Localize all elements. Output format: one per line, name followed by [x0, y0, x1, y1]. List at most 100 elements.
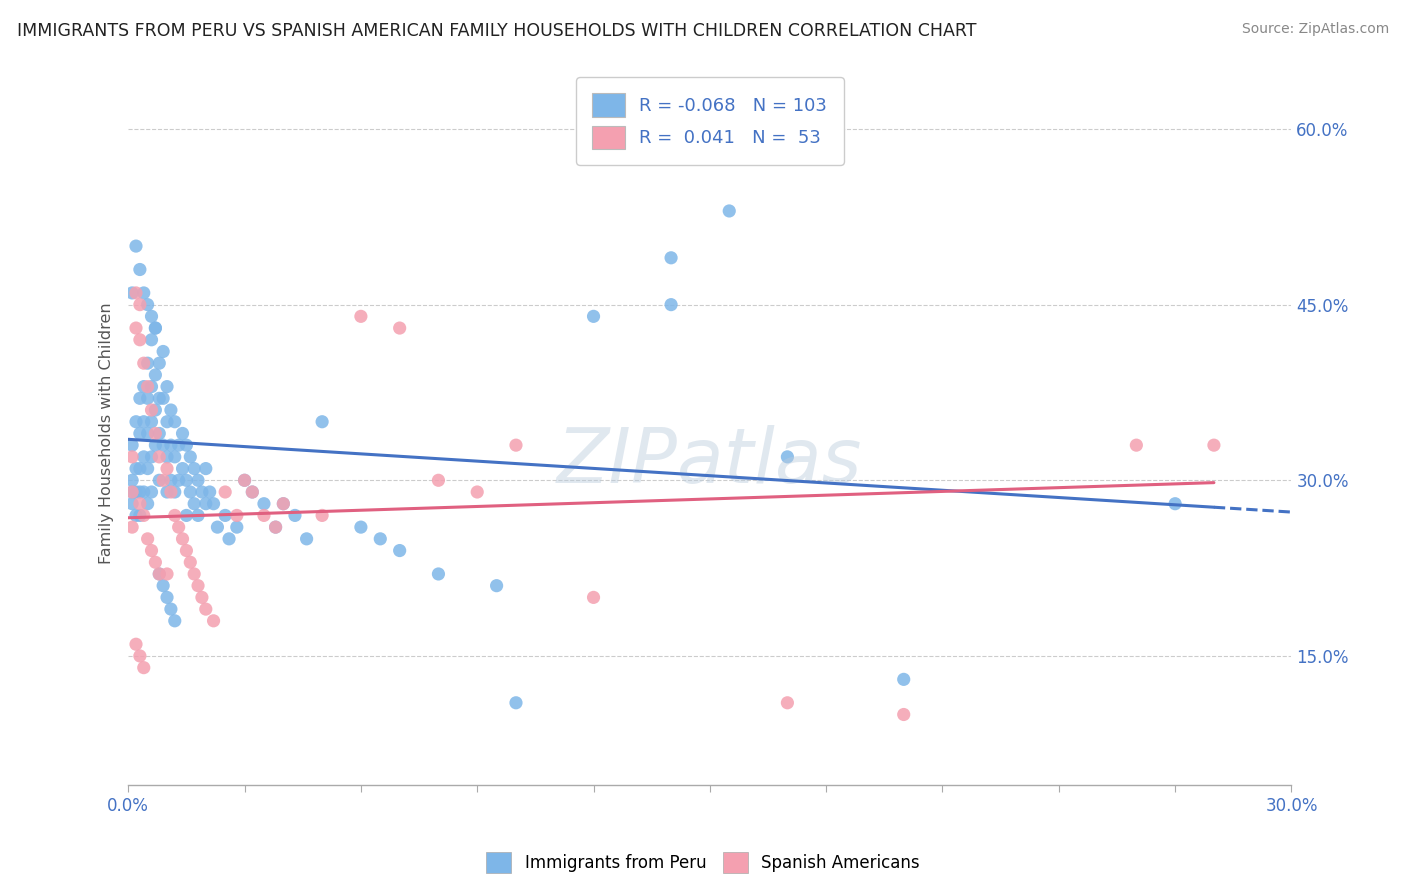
Point [145, 321, 167, 335]
Point [893, 707, 915, 722]
Point [167, 473, 190, 487]
Point [125, 485, 148, 500]
Point [136, 298, 159, 312]
Point [136, 461, 159, 475]
Point [311, 415, 333, 429]
Point [145, 438, 167, 452]
Point [156, 415, 179, 429]
Point [145, 403, 167, 417]
Point [191, 591, 214, 605]
Point [156, 485, 179, 500]
Point [187, 473, 209, 487]
Point [191, 485, 214, 500]
Point [172, 532, 194, 546]
Point [194, 602, 217, 616]
Point [776, 450, 799, 464]
Point [240, 485, 263, 500]
Point [136, 392, 159, 406]
Point [225, 508, 247, 523]
Point [582, 591, 605, 605]
Point [128, 508, 150, 523]
Point [163, 450, 186, 464]
Point [179, 485, 201, 500]
Point [132, 379, 155, 393]
Point [194, 497, 217, 511]
Point [156, 591, 179, 605]
Point [148, 392, 170, 406]
Point [311, 508, 333, 523]
Point [136, 497, 159, 511]
Point [148, 450, 170, 464]
Point [172, 461, 194, 475]
Point [368, 532, 391, 546]
Point [505, 438, 527, 452]
Point [136, 356, 159, 370]
Point [388, 543, 411, 558]
Point [125, 285, 148, 300]
Point [485, 579, 508, 593]
Point [1164, 497, 1187, 511]
Point [214, 485, 236, 500]
Point [264, 520, 287, 534]
Point [136, 532, 159, 546]
Point [295, 532, 318, 546]
Point [148, 473, 170, 487]
Point [176, 473, 198, 487]
Text: IMMIGRANTS FROM PERU VS SPANISH AMERICAN FAMILY HOUSEHOLDS WITH CHILDREN CORRELA: IMMIGRANTS FROM PERU VS SPANISH AMERICAN… [17, 22, 976, 40]
Point [264, 520, 287, 534]
Point [160, 602, 183, 616]
Point [893, 673, 915, 687]
Point [152, 344, 174, 359]
Point [718, 204, 741, 219]
Point [148, 356, 170, 370]
Y-axis label: Family Households with Children: Family Households with Children [100, 302, 114, 565]
Point [582, 310, 605, 324]
Point [148, 566, 170, 581]
Point [141, 310, 163, 324]
Point [160, 403, 183, 417]
Point [160, 485, 183, 500]
Point [659, 298, 682, 312]
Point [128, 461, 150, 475]
Point [388, 321, 411, 335]
Point [141, 450, 163, 464]
Point [141, 485, 163, 500]
Point [121, 485, 143, 500]
Point [128, 333, 150, 347]
Point [202, 614, 225, 628]
Point [465, 485, 488, 500]
Point [207, 520, 229, 534]
Point [121, 497, 143, 511]
Point [132, 485, 155, 500]
Point [136, 379, 159, 393]
Point [128, 392, 150, 406]
Point [505, 696, 527, 710]
Point [179, 450, 201, 464]
Point [176, 543, 198, 558]
Point [121, 438, 143, 452]
Point [121, 473, 143, 487]
Point [156, 566, 179, 581]
Point [128, 648, 150, 663]
Point [194, 461, 217, 475]
Point [273, 497, 295, 511]
Point [253, 497, 276, 511]
Point [128, 497, 150, 511]
Point [125, 461, 148, 475]
Point [167, 520, 190, 534]
Point [427, 473, 450, 487]
Point [141, 415, 163, 429]
Point [198, 485, 221, 500]
Point [240, 485, 263, 500]
Point [132, 285, 155, 300]
Point [125, 508, 148, 523]
Legend: R = -0.068   N = 103, R =  0.041   N =  53: R = -0.068 N = 103, R = 0.041 N = 53 [576, 77, 844, 165]
Point [141, 333, 163, 347]
Point [148, 566, 170, 581]
Point [1202, 438, 1225, 452]
Point [121, 285, 143, 300]
Point [152, 473, 174, 487]
Point [128, 262, 150, 277]
Point [214, 508, 236, 523]
Point [225, 520, 247, 534]
